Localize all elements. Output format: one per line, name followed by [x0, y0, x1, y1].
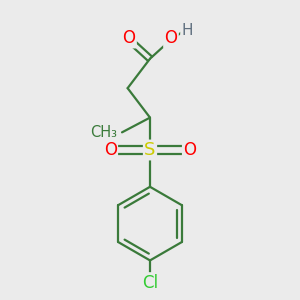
Text: O: O — [122, 29, 136, 47]
Text: O: O — [104, 141, 117, 159]
Text: CH₃: CH₃ — [91, 125, 118, 140]
Text: Cl: Cl — [142, 274, 158, 292]
Text: O: O — [164, 29, 178, 47]
Text: S: S — [144, 141, 156, 159]
Text: H: H — [182, 23, 193, 38]
Text: O: O — [183, 141, 196, 159]
